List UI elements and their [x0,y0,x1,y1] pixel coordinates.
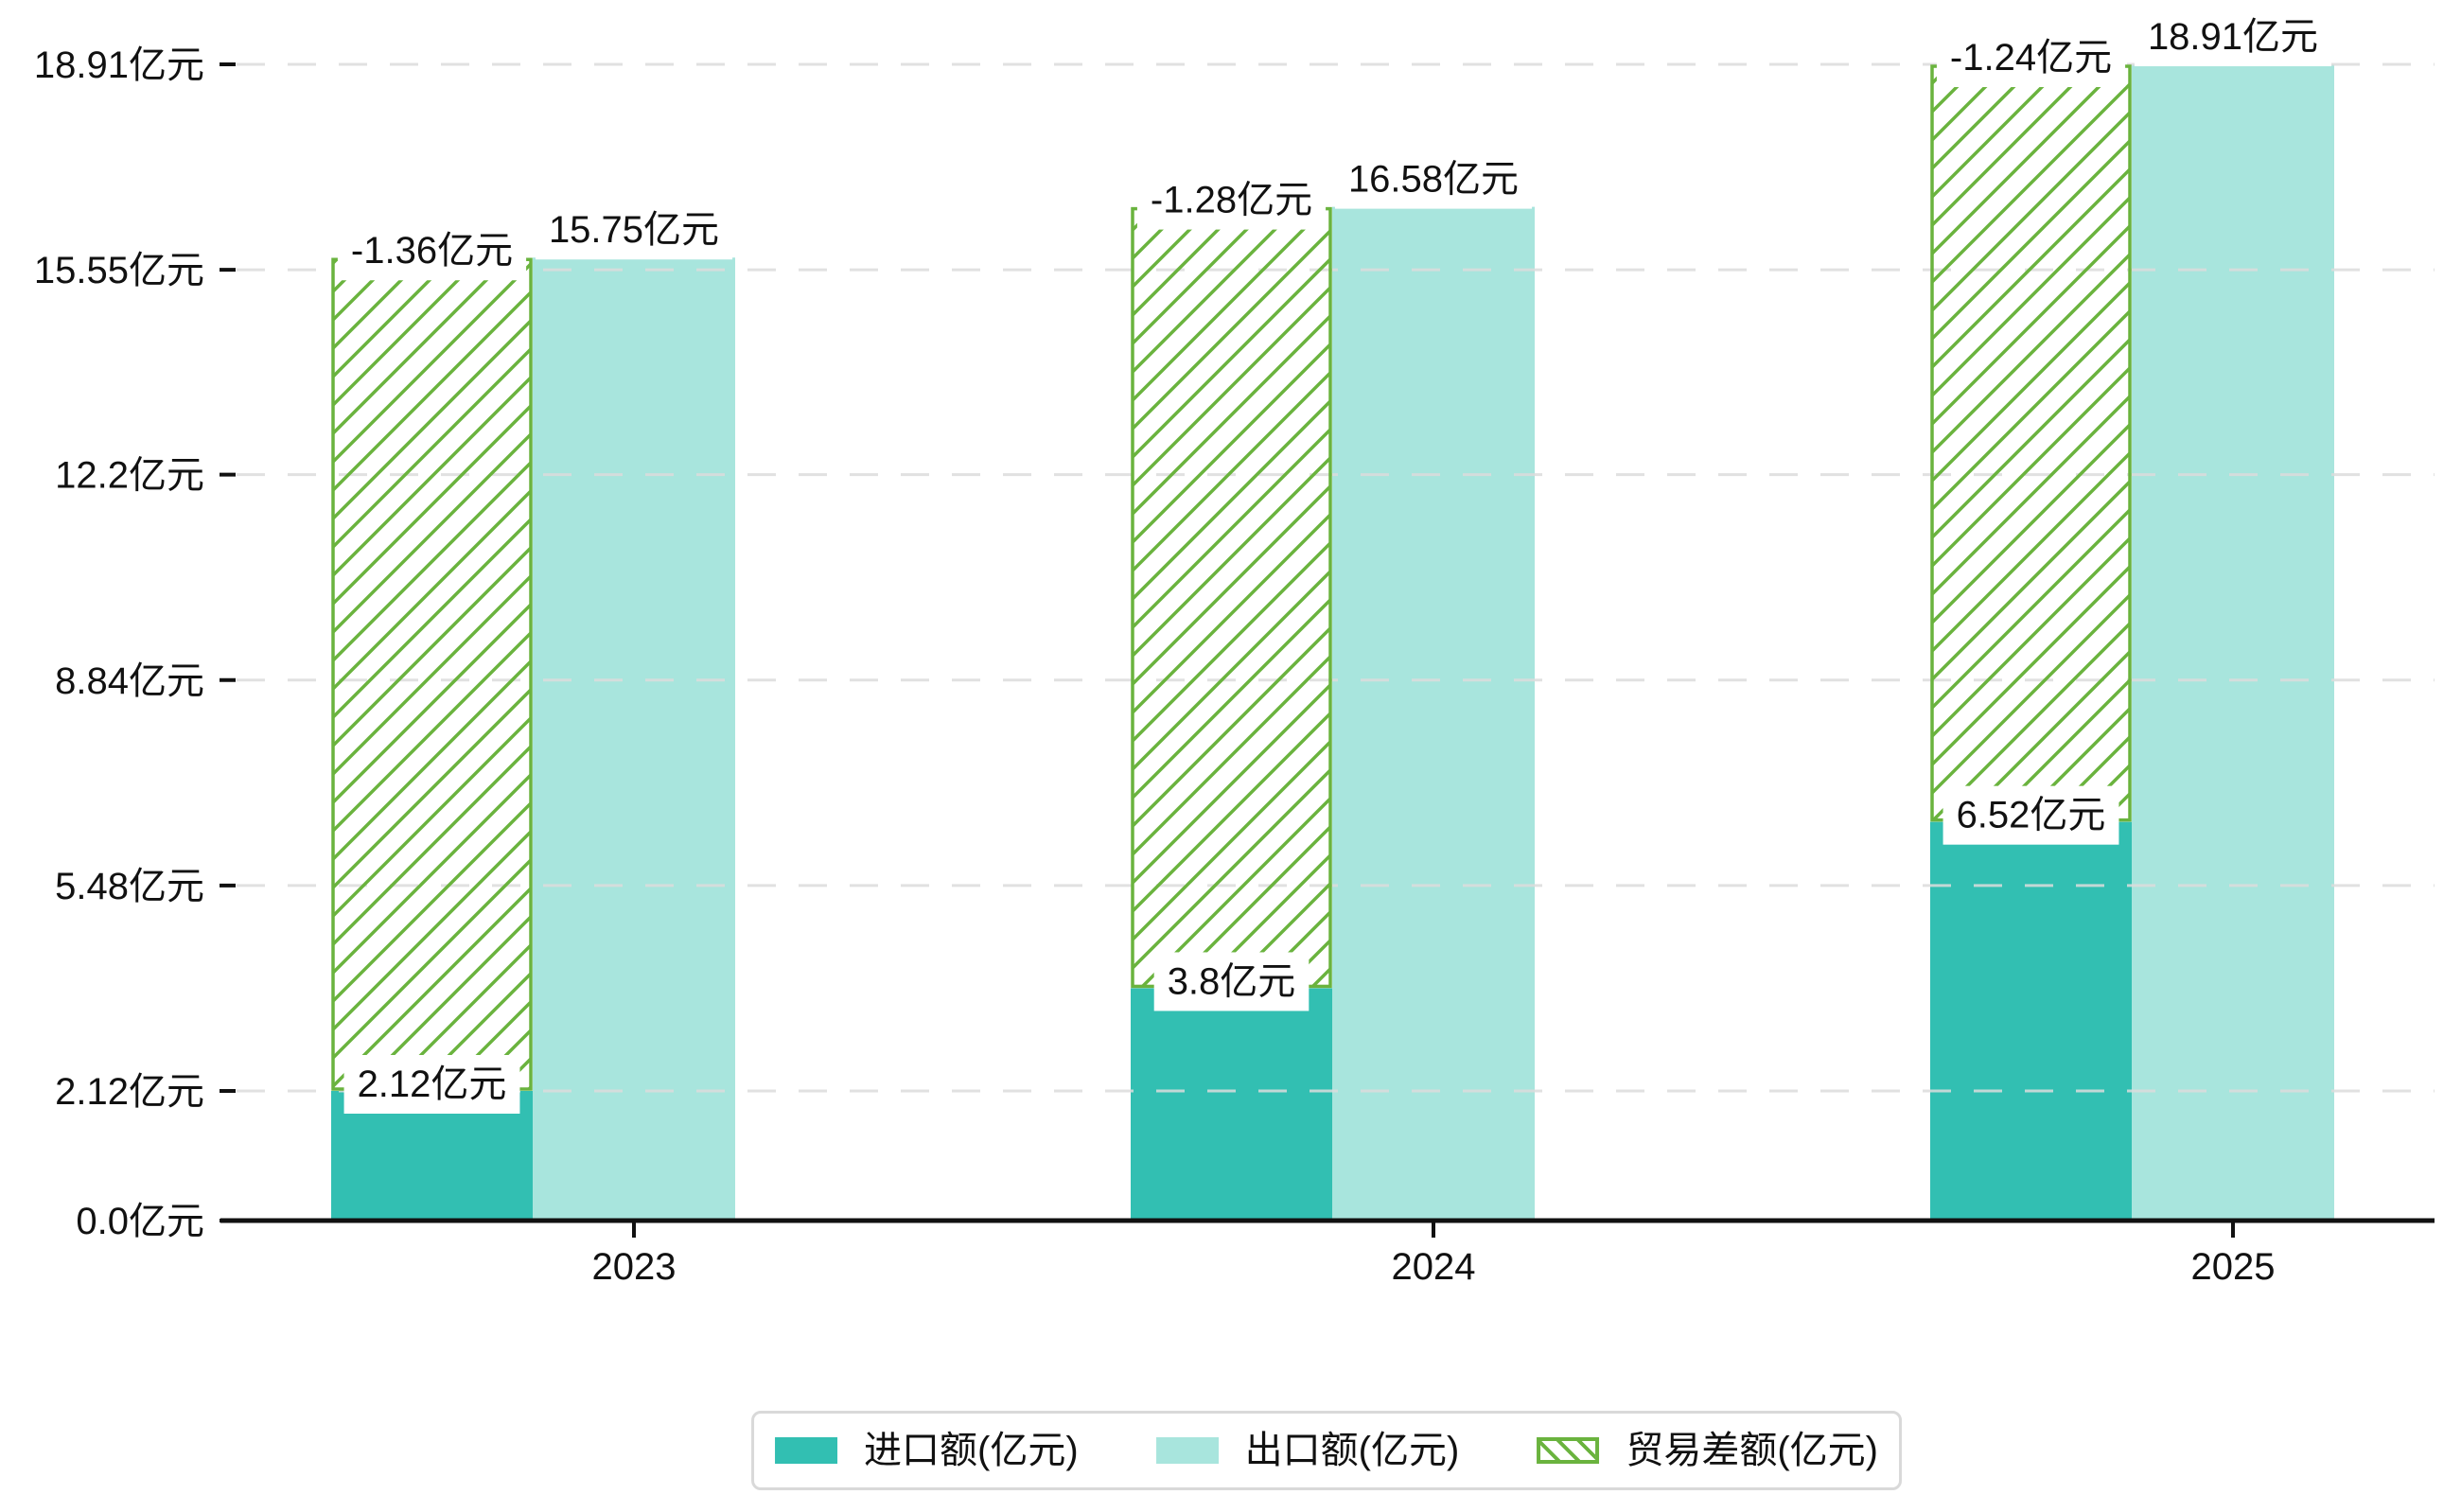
export-swatch-icon [1155,1437,1219,1464]
export-label-2025-box [2134,8,2332,67]
import-swatch-icon [775,1437,838,1464]
y-tick-label: 5.48亿元 [55,866,204,907]
trade-balance-label-2025-box [1936,28,2126,88]
import-label-2025-box [1942,785,2119,845]
import-label-2025: 6.52亿元 [1957,795,2106,836]
legend-item-export: 出口额(亿元) [1155,1430,1460,1471]
y-tick-label: 15.55亿元 [34,250,204,291]
legend-item-trade-balance: 贸易差额(亿元) [1537,1432,1878,1469]
export-label-2024-box [1334,149,1533,209]
import-label-2023-box [343,1055,520,1115]
legend-label-trade-balance: 贸易差额(亿元) [1626,1430,1878,1471]
axes-layer: 0.0亿元 2.12亿元 5.48亿元 8.84亿元 12.2亿元 15.55亿元 18.9… [34,44,2435,1288]
y-tick-label: 2.12亿元 [55,1071,204,1113]
trade-balance-label-2023-box [337,221,527,281]
bars-layer [331,64,2334,1222]
x-tick-label: 2023 [592,1246,677,1288]
x-tick-label: 2025 [2191,1246,2276,1288]
y-tick-label: 18.91亿元 [34,44,204,86]
hatch-bars-layer [331,64,2132,1091]
import-bar-2024 [1131,988,1332,1221]
trade-balance-bar-2025 [1930,64,2132,822]
trade-balance-label-2023: -1.36亿元 [351,230,513,272]
y-tick-label: 8.84亿元 [55,660,204,702]
trade-balance-bar-2024 [1131,206,1332,989]
import-label-2024: 3.8亿元 [1168,960,1296,1002]
export-bar-2024 [1332,206,1535,1222]
legend-label-export: 出口额(亿元) [1244,1430,1460,1471]
export-bar-2025 [2132,64,2334,1222]
trade-balance-label-2024-box [1136,170,1327,230]
export-label-2023-box [535,201,733,260]
import-label-2023: 2.12亿元 [358,1064,507,1105]
export-label-2025: 18.91亿元 [2148,16,2318,58]
legend-item-import: 进口额(亿元) [775,1432,1079,1469]
legend: 进口额(亿元) 出口额(亿元) 贸易差额(亿元) [751,1411,1902,1490]
import-label-2024-box [1153,952,1310,1011]
export-bar-2023 [533,257,735,1221]
trade-balance-label-2024: -1.28亿元 [1151,180,1312,221]
trade-balance-label-2025: -1.24亿元 [1950,37,2112,79]
export-label-2023: 15.75亿元 [549,209,719,251]
export-label-2024: 16.58亿元 [1348,159,1519,201]
import-bar-2025 [1930,821,2132,1221]
trade-balance-hatch-swatch-icon [1537,1437,1600,1464]
y-tick-label: 0.0亿元 [76,1201,204,1242]
trade-balance-bar-2023 [331,257,533,1091]
legend-label-import: 进口额(亿元) [864,1430,1079,1471]
grid-layer [237,62,2435,1093]
x-tick-label: 2024 [1392,1246,1476,1288]
y-tick-label: 12.2亿元 [55,455,204,497]
data-labels-layer: -1.36亿元 15.75亿元 2.12亿元 -1.28亿元 16.58亿元 3.8亿元 -… [337,8,2332,1115]
